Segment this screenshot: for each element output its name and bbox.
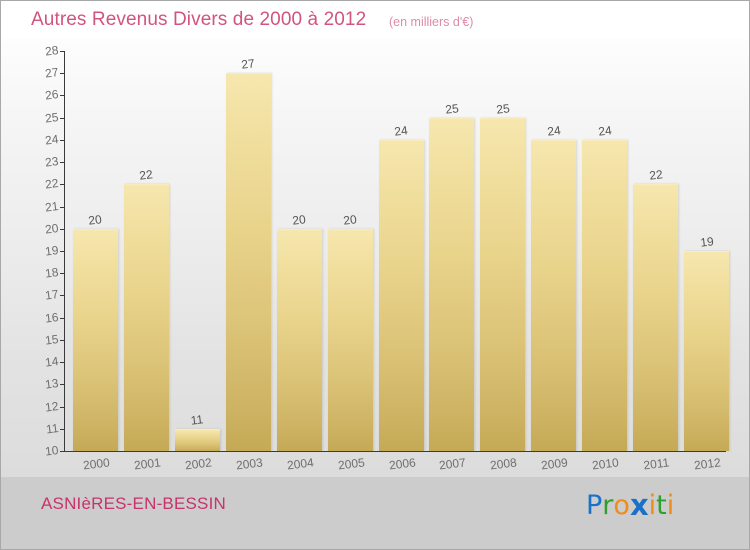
logo-letter-3: x [629,488,649,522]
y-tick-label: 23 [43,154,59,170]
bar-2004[interactable]: 20 [276,212,322,451]
x-tick-label-2010: 2010 [591,455,620,473]
x-tick-label-2002: 2002 [184,455,213,473]
bar-value-label: 19 [699,234,715,250]
x-tick-label-2003: 2003 [234,455,264,473]
y-tick-mark [60,295,65,297]
y-tick-mark [60,117,65,119]
bar-2002[interactable]: 11 [174,412,220,451]
x-tick-label-2006: 2006 [387,455,416,473]
bar-value-label: 24 [393,123,409,139]
y-tick-mark [60,251,65,252]
bar-value-label: 24 [597,123,613,139]
bar-value-label: 11 [190,412,205,428]
y-tick-label: 10 [43,443,59,459]
page-title: Autres Revenus Divers de 2000 à 2012 [31,9,367,30]
bar-2008[interactable]: 25 [480,101,526,451]
y-tick-label: 11 [44,420,59,437]
bar-2003[interactable]: 27 [225,56,271,451]
y-tick-mark [60,206,65,208]
plot-frame: 10 11 12 13 14 15 16 17 18 19 20 21 22 23 24 25 26 27 28 2… [1,39,749,477]
logo-letter-6: i [666,490,675,521]
x-tick-label-2011: 2011 [642,455,671,473]
logo-letter-5: t [656,490,667,521]
y-tick-label: 24 [43,131,59,148]
x-tick-label-2005: 2005 [336,455,366,473]
y-tick-mark [60,317,65,319]
logo-letter-1: r [602,490,614,521]
bar-2000[interactable]: 20 [72,212,118,451]
location-label: ASNIèRES-EN-BESSIN [41,494,226,513]
bar-value-label: 24 [546,123,562,139]
y-tick-label: 22 [43,176,59,192]
y-tick-mark [60,184,65,186]
y-tick-mark [60,428,65,430]
y-tick-label: 12 [43,398,59,415]
x-tick-label-2007: 2007 [438,455,467,473]
bar-2009[interactable]: 24 [531,123,577,451]
bar-value-label: 25 [444,100,460,117]
y-tick-label: 26 [43,87,59,104]
y-tick-label: 27 [43,65,59,81]
y-tick-mark [60,362,65,364]
y-tick-mark [60,139,65,141]
x-tick-label-2000: 2000 [82,455,111,473]
x-axis-line [64,451,726,452]
plot-area: 10 11 12 13 14 15 16 17 18 19 20 21 22 23 24 25 26 27 28 2… [44,43,730,473]
y-tick-mark [60,384,65,386]
y-tick-label: 15 [43,331,59,348]
y-tick-label: 20 [43,220,59,237]
x-tick-label-2009: 2009 [540,455,569,473]
bar-2001[interactable]: 22 [123,168,169,451]
x-tick-label-2004: 2004 [285,455,315,473]
y-tick-label: 28 [43,43,59,59]
y-tick-label: 25 [43,109,59,126]
logo-letter-0: P [586,490,603,521]
y-tick-mark [60,451,65,452]
y-tick-label: 19 [43,243,59,259]
bar-2005[interactable]: 20 [327,212,373,451]
y-tick-label: 13 [43,376,59,392]
y-tick-label: 16 [43,309,59,326]
x-tick-label-2008: 2008 [489,455,518,473]
y-tick-label: 14 [43,354,59,370]
bar-2012[interactable]: 19 [684,234,730,451]
y-tick-label: 17 [43,287,59,304]
bar-2006[interactable]: 24 [378,123,424,451]
proxiti-logo[interactable]: Proxiti [586,487,675,522]
y-tick-mark [60,273,65,275]
y-tick-mark [60,162,65,164]
logo-letter-4: i [648,490,657,521]
footer-band: ASNIèRES-EN-BESSIN Proxiti [1,477,749,549]
bar-value-label: 20 [342,212,358,228]
bar-value-label: 25 [495,100,511,117]
y-tick-mark [60,228,65,230]
y-tick-label: 18 [43,265,59,281]
y-tick-mark [60,51,65,52]
x-tick-label-2001: 2001 [133,455,162,473]
y-tick-mark [60,406,65,408]
bar-2011[interactable]: 22 [633,168,679,451]
y-tick-mark [60,73,65,75]
bar-value-label: 27 [240,56,256,72]
y-tick-mark [60,95,65,97]
y-tick-label: 21 [43,198,59,215]
x-tick-label-2012: 2012 [693,455,722,473]
y-tick-mark [60,339,65,341]
header-band: Autres Revenus Divers de 2000 à 2012 (en… [1,1,749,39]
bar-value-label: 22 [138,167,154,184]
bar-2010[interactable]: 24 [582,123,628,451]
bar-value-label: 20 [87,212,103,228]
bar-value-label: 22 [648,167,664,184]
bar-value-label: 20 [291,212,307,228]
bar-2007[interactable]: 25 [429,101,475,451]
logo-letter-2: o [613,490,630,521]
chart-subtitle: (en milliers d'€) [389,15,474,29]
